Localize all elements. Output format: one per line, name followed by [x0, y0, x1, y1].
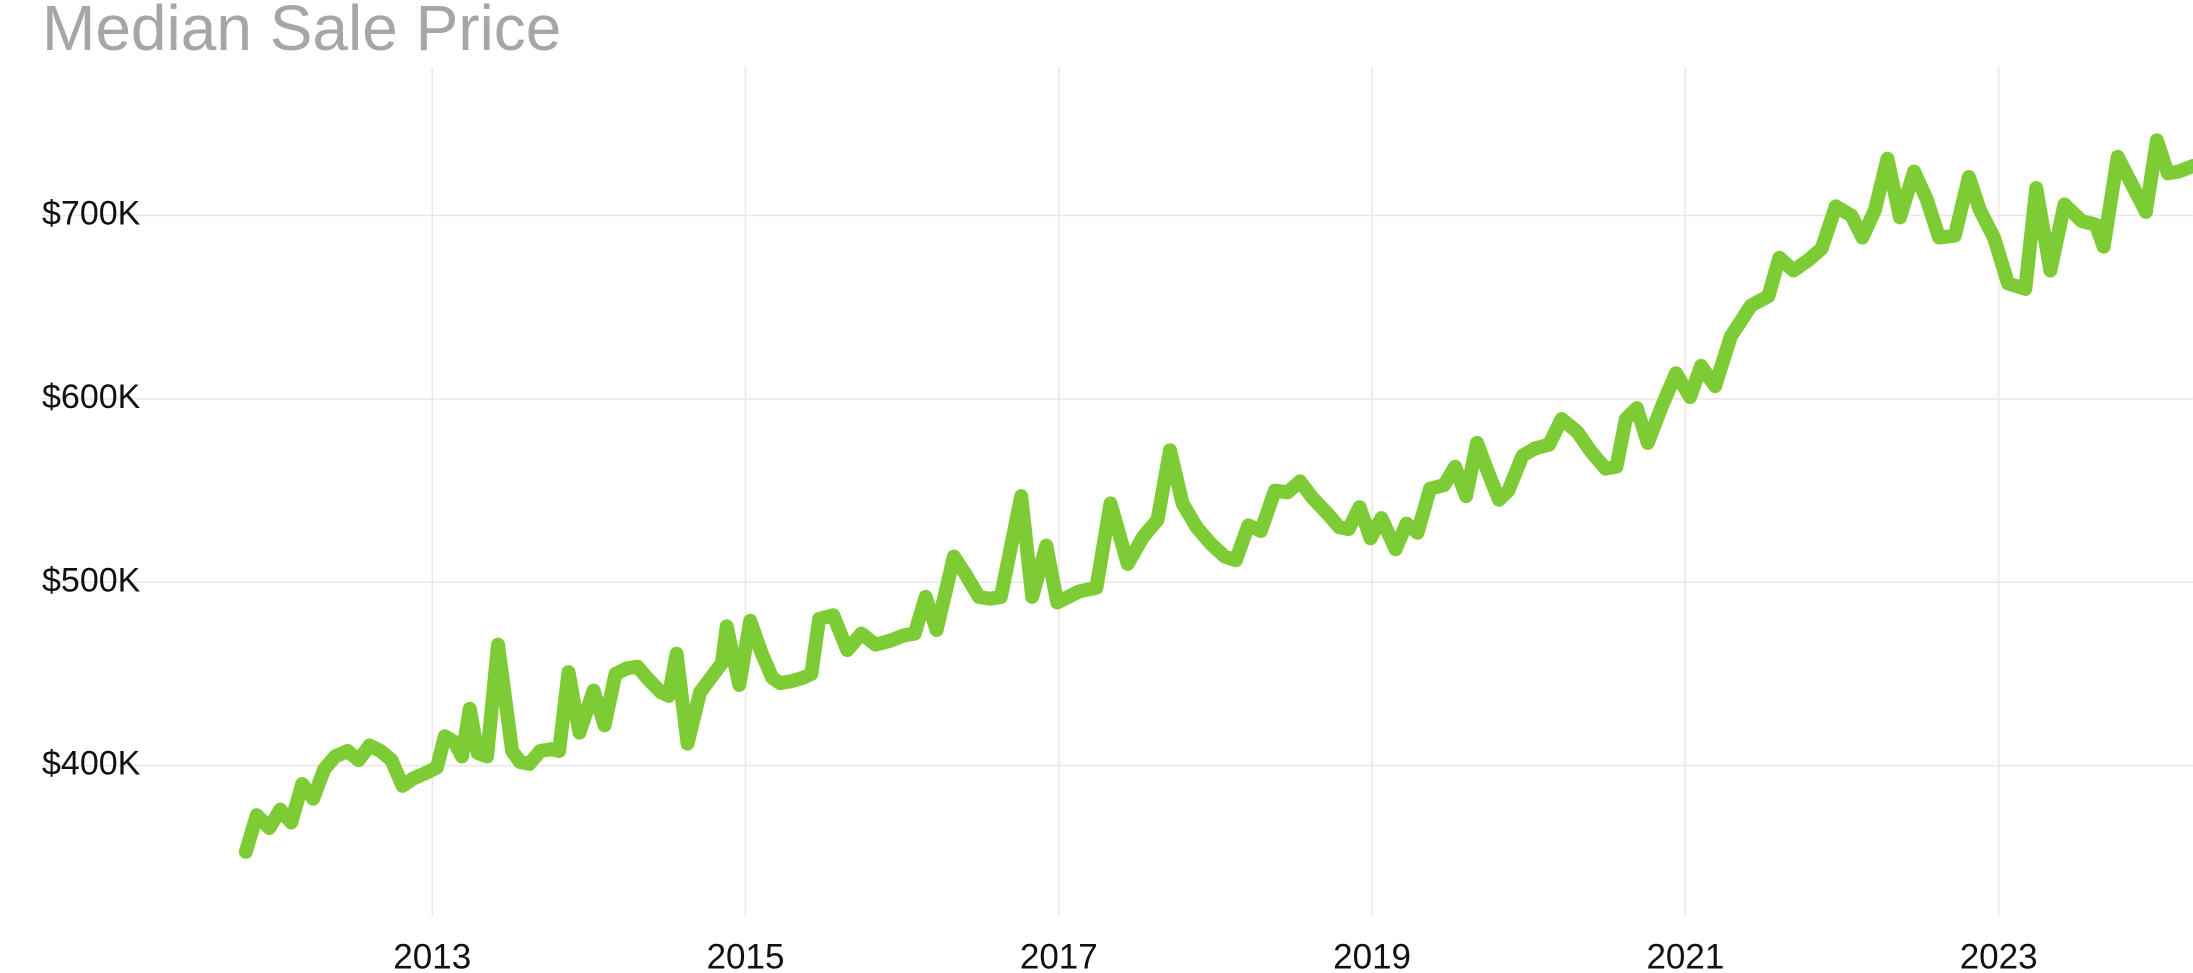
price-line — [238, 133, 2193, 859]
chart-title: Median Sale Price — [42, 0, 561, 64]
x-tick-label: 2021 — [1646, 937, 1724, 973]
y-tick-label: $600K — [42, 378, 141, 416]
y-tick-label: $700K — [42, 195, 141, 233]
x-tick-label: 2015 — [707, 937, 785, 973]
x-tick-label: 2017 — [1020, 937, 1098, 973]
y-tick-label: $400K — [42, 745, 141, 783]
x-tick-label: 2013 — [393, 937, 471, 973]
x-tick-label: 2023 — [1960, 937, 2038, 973]
y-tick-label: $500K — [42, 561, 141, 599]
x-tick-label: 2019 — [1333, 937, 1411, 973]
